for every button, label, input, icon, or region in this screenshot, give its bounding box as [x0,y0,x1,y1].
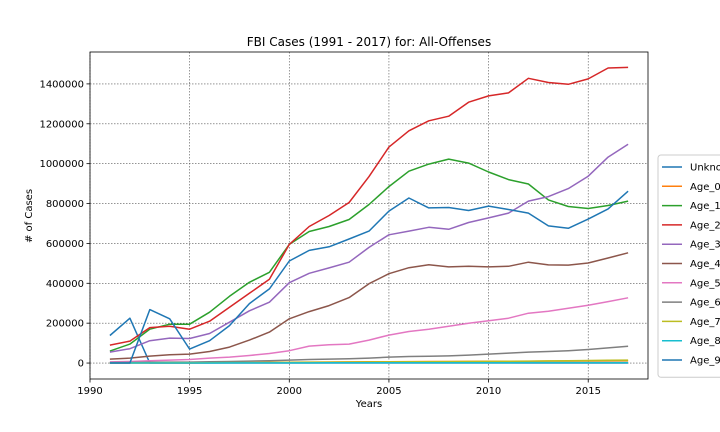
x-tick-label: 2015 [575,386,600,397]
series-line-age-4 [109,252,629,360]
x-tick-label: 2000 [277,386,302,397]
legend-label: Age_1 [690,201,720,212]
y-axis-ticks: 0 200000 400000 600000 800000 1000000 1200000 1… [39,79,90,370]
series-line-age-6 [109,345,629,364]
chart-title: FBI Cases (1991 - 2017) for: All-Offense… [247,35,491,49]
y-axis-label: # of Cases [24,189,35,243]
x-tick-label: 1995 [177,386,202,397]
y-tick-label: 0 [78,359,84,370]
y-tick-label: 1400000 [39,79,84,90]
plot-area-frame [89,51,649,380]
x-tick-label: 2005 [376,386,401,397]
y-tick-label: 400000 [46,279,84,290]
y-tick-label: 1200000 [39,119,84,130]
legend-label: Age_4 [690,259,720,270]
series-line-age-2 [109,66,629,346]
x-axis-label: Years [355,399,382,410]
legend-label: Unkno [690,163,720,174]
series-line-age-3 [109,143,629,353]
legend-label: Age_2 [690,220,720,231]
legend-label: Age_3 [690,240,720,251]
series-line-age-1 [109,158,629,352]
legend-label: Age_5 [690,278,720,289]
x-tick-label: 1990 [77,386,102,397]
legend-label: Age_0 [690,182,720,193]
grid-lines [89,52,648,379]
legend: Unkno Age_0 Age_1 Age_2 Age_3 Age_4 Age_5 Age_6… [657,154,720,378]
legend-label: Age_6 [690,298,720,309]
legend-label: Age_9 [690,356,720,367]
y-tick-label: 800000 [46,199,84,210]
y-tick-label: 1000000 [39,159,84,170]
series-lines [109,66,629,364]
series-line-age-9 [109,190,629,364]
series-line-age-5 [109,297,629,363]
y-tick-label: 600000 [46,239,84,250]
x-tick-label: 2010 [476,386,501,397]
y-tick-label: 200000 [46,319,84,330]
x-axis-ticks: 1990 1995 2000 2005 2010 2015 [77,379,601,397]
legend-label: Age_7 [690,317,720,328]
legend-label: Age_8 [690,336,720,347]
